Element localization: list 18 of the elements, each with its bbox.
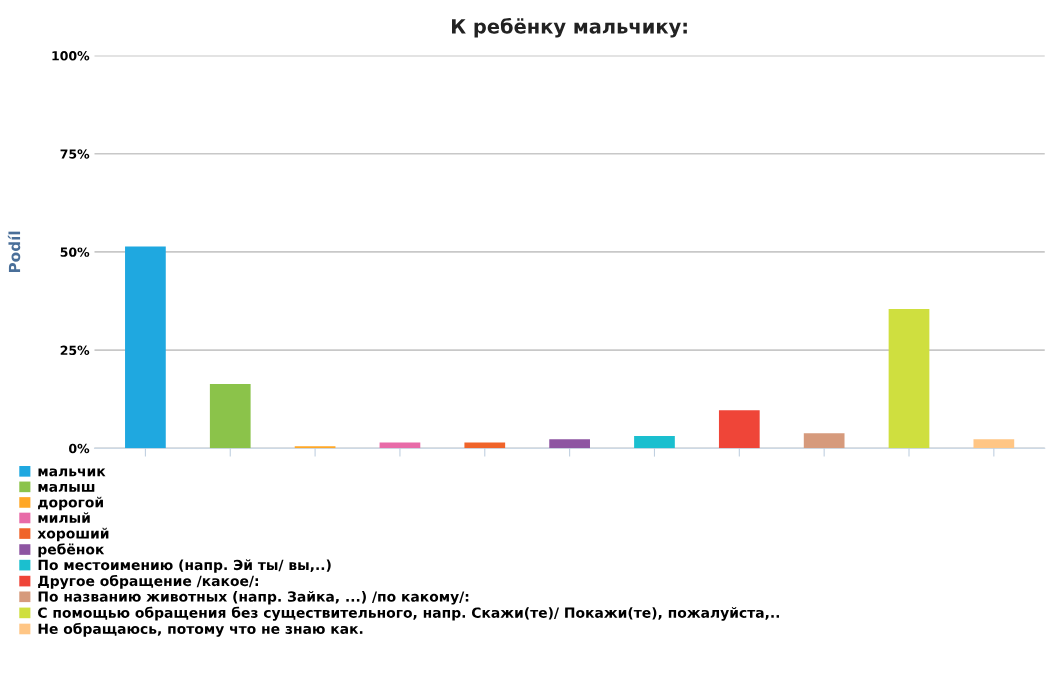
y-tick-label: 100% <box>52 51 90 61</box>
legend-label: По названию животных (напр. Зайка, ...) /по какому/: <box>38 591 469 605</box>
y-tick-label: 0% <box>69 443 90 454</box>
legend-label: По местоимению (напр. Эй ты/ вы,..) <box>38 559 331 573</box>
legend-label: Не обращаюсь, потому что не знаю как. <box>38 622 363 637</box>
legend-label: ребёнок <box>38 543 105 558</box>
y-tick-label: 75% <box>60 149 90 159</box>
legend-label: С помощью обращения без существительного, напр. Скажи(те)/ Покажи(те), пожалуйста,.. <box>38 606 780 621</box>
legend-label: мальчик <box>38 468 106 477</box>
y-tick-label: 50% <box>60 247 90 257</box>
y-axis-title: Podíl <box>7 231 21 273</box>
legend-label: малыш <box>38 483 95 492</box>
y-tick-label: 25% <box>60 345 90 356</box>
legend-label: милый <box>38 512 90 523</box>
legend-label: хороший <box>37 527 109 542</box>
legend-label: Другое обращение /какое/: <box>38 574 258 589</box>
legend-label: дорогой <box>38 496 103 511</box>
chart-title: К ребёнку мальчику: <box>452 17 687 38</box>
